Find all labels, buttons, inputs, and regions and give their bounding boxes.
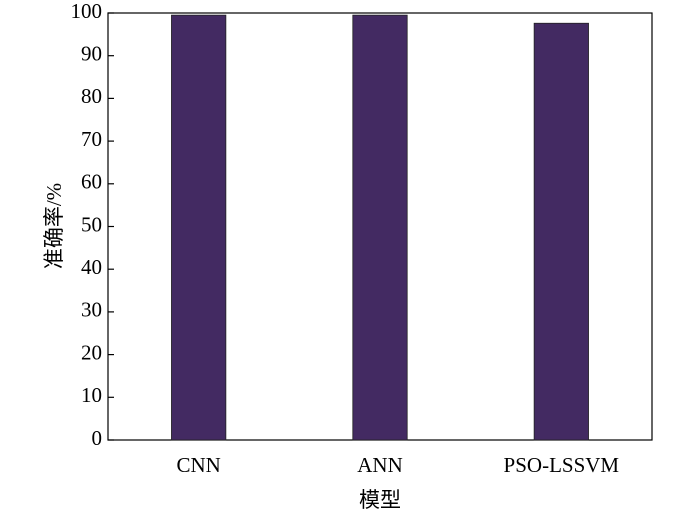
- y-axis-label: 准确率/%: [42, 183, 66, 269]
- x-axis-label: 模型: [359, 488, 401, 512]
- x-tick-label: CNN: [176, 453, 220, 477]
- x-tick-label: ANN: [357, 453, 403, 477]
- y-tick-label: 50: [81, 212, 102, 236]
- y-tick-label: 90: [81, 42, 102, 66]
- y-tick-label: 80: [81, 84, 102, 108]
- y-tick-label: 20: [81, 340, 102, 364]
- bar: [171, 14, 227, 441]
- y-tick-label: 70: [81, 127, 102, 151]
- x-tick-label: PSO-LSSVM: [504, 453, 620, 477]
- y-tick-label: 40: [81, 255, 102, 279]
- bar: [352, 14, 408, 441]
- bar: [533, 22, 589, 441]
- y-tick-label: 60: [81, 170, 102, 194]
- y-tick-label: 0: [92, 426, 103, 450]
- y-tick-label: 10: [81, 383, 102, 407]
- y-tick-label: 30: [81, 298, 102, 322]
- y-tick-label: 100: [71, 0, 103, 23]
